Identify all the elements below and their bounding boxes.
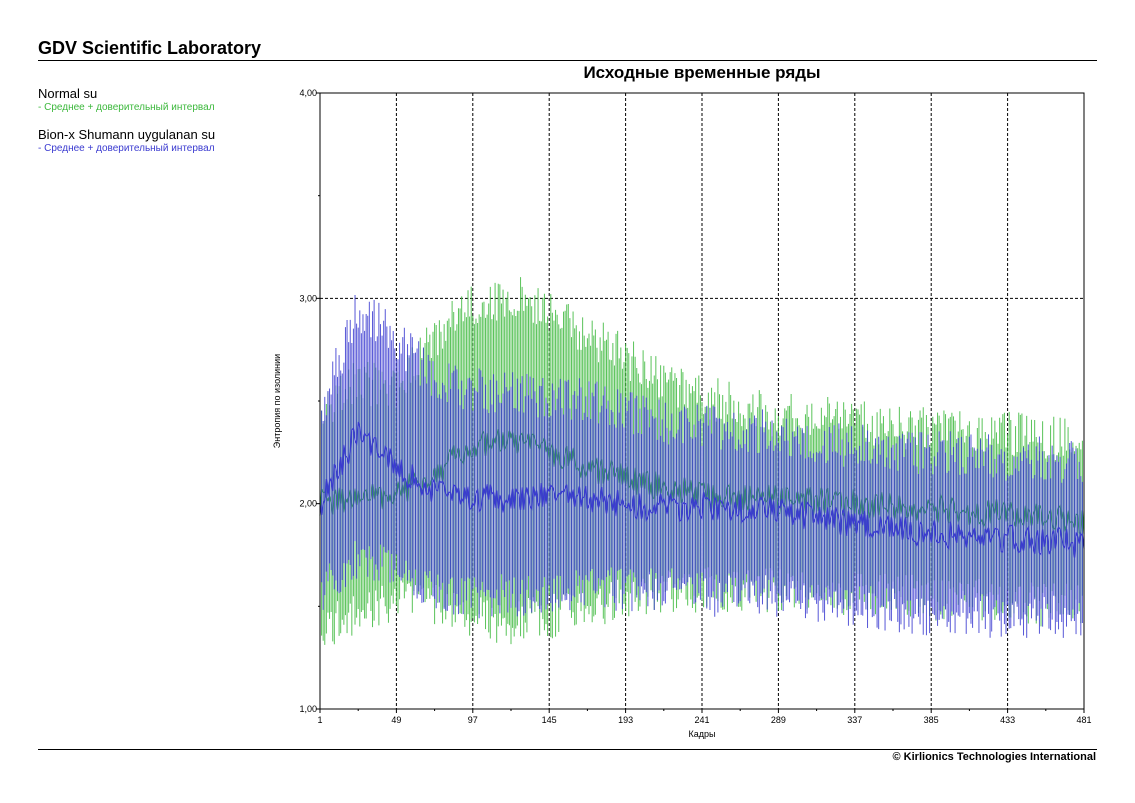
tick-labels: 1 49 97 145 193 241 289 337 385 433 481 1,00 2,00 3,0…	[299, 88, 1091, 725]
y-tick-label: 1,00	[299, 704, 317, 714]
x-tick-label: 49	[391, 715, 401, 725]
x-tick-label: 481	[1076, 715, 1091, 725]
x-tick-label: 97	[468, 715, 478, 725]
legend-name: Normal su	[38, 86, 98, 101]
y-tick-label: 3,00	[299, 293, 317, 303]
x-axis-label: Кадры	[689, 729, 716, 739]
footer-rule	[38, 749, 1097, 750]
chart-title: Исходные временные ряды	[583, 63, 821, 82]
y-tick-label: 2,00	[299, 499, 317, 509]
x-tick-label: 1	[317, 715, 322, 725]
legend-name: Bion-x Shumann uygulanan su	[38, 127, 216, 142]
x-tick-label: 289	[771, 715, 786, 725]
x-tick-label: 433	[1000, 715, 1015, 725]
header-rule	[38, 60, 1097, 61]
x-tick-label: 145	[542, 715, 557, 725]
y-axis-label: Энтропия по изолинии	[272, 354, 282, 448]
series-bionx-su	[319, 294, 1085, 638]
legend-entry-normal: Normal su - Среднее + доверительный инте…	[38, 86, 278, 114]
footer-copyright: © Kirlionics Technologies International	[892, 751, 1096, 763]
legend: Normal su - Среднее + доверительный инте…	[38, 86, 278, 168]
x-tick-label: 337	[847, 715, 862, 725]
legend-sublabel: - Среднее + доверительный интервал	[38, 102, 215, 113]
legend-sublabel: - Среднее + доверительный интервал	[38, 143, 215, 154]
mean-line	[319, 421, 1085, 558]
plot-frame	[319, 92, 1085, 710]
x-tick-label: 193	[618, 715, 633, 725]
x-tick-label: 241	[694, 715, 709, 725]
x-tick-label: 385	[924, 715, 939, 725]
y-tick-label: 4,00	[299, 88, 317, 98]
lab-title: GDV Scientific Laboratory	[38, 38, 262, 58]
legend-entry-bionx: Bion-x Shumann uygulanan su - Среднее + …	[38, 127, 278, 155]
series-layer	[319, 277, 1085, 645]
